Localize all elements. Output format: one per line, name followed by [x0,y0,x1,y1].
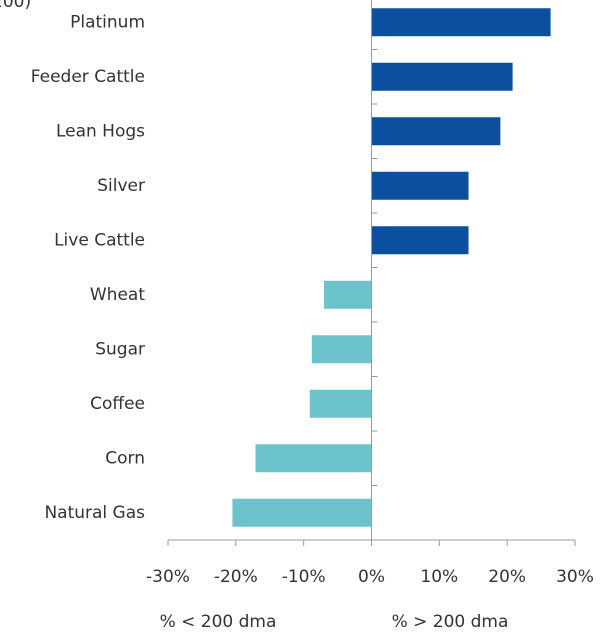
y-tick-label: Corn [105,448,145,468]
y-tick-label: Wheat [90,285,145,305]
x-tick-label: -10% [282,567,326,587]
bar [232,498,372,527]
y-tick-label: Sugar [95,339,145,359]
y-tick-label: Live Cattle [54,230,145,250]
bar [309,389,372,418]
x-tick-label: -30% [146,567,190,587]
y-tick-label: Feeder Cattle [31,67,145,87]
bar [324,280,372,309]
x-tick-label: 30% [556,567,594,587]
bar [371,8,551,37]
x-tick-label: 20% [488,567,526,587]
y-tick-label: Natural Gas [44,503,145,523]
bar [371,117,501,146]
y-tick-label: Silver [97,176,145,196]
bar [255,444,372,473]
annotation: % < 200 dma [160,612,277,632]
x-tick-label: 10% [420,567,458,587]
bar [371,62,513,91]
y-tick-label: Coffee [90,394,145,414]
annotation: % > 200 dma [392,612,509,632]
bar [371,171,469,200]
x-tick-label: -20% [214,567,258,587]
bar [371,226,469,255]
chart-title: 200) [0,0,31,12]
y-tick-label: Lean Hogs [56,121,145,141]
y-tick-label: Platinum [70,12,145,32]
x-tick-label: 0% [358,567,385,587]
bar [311,335,372,364]
